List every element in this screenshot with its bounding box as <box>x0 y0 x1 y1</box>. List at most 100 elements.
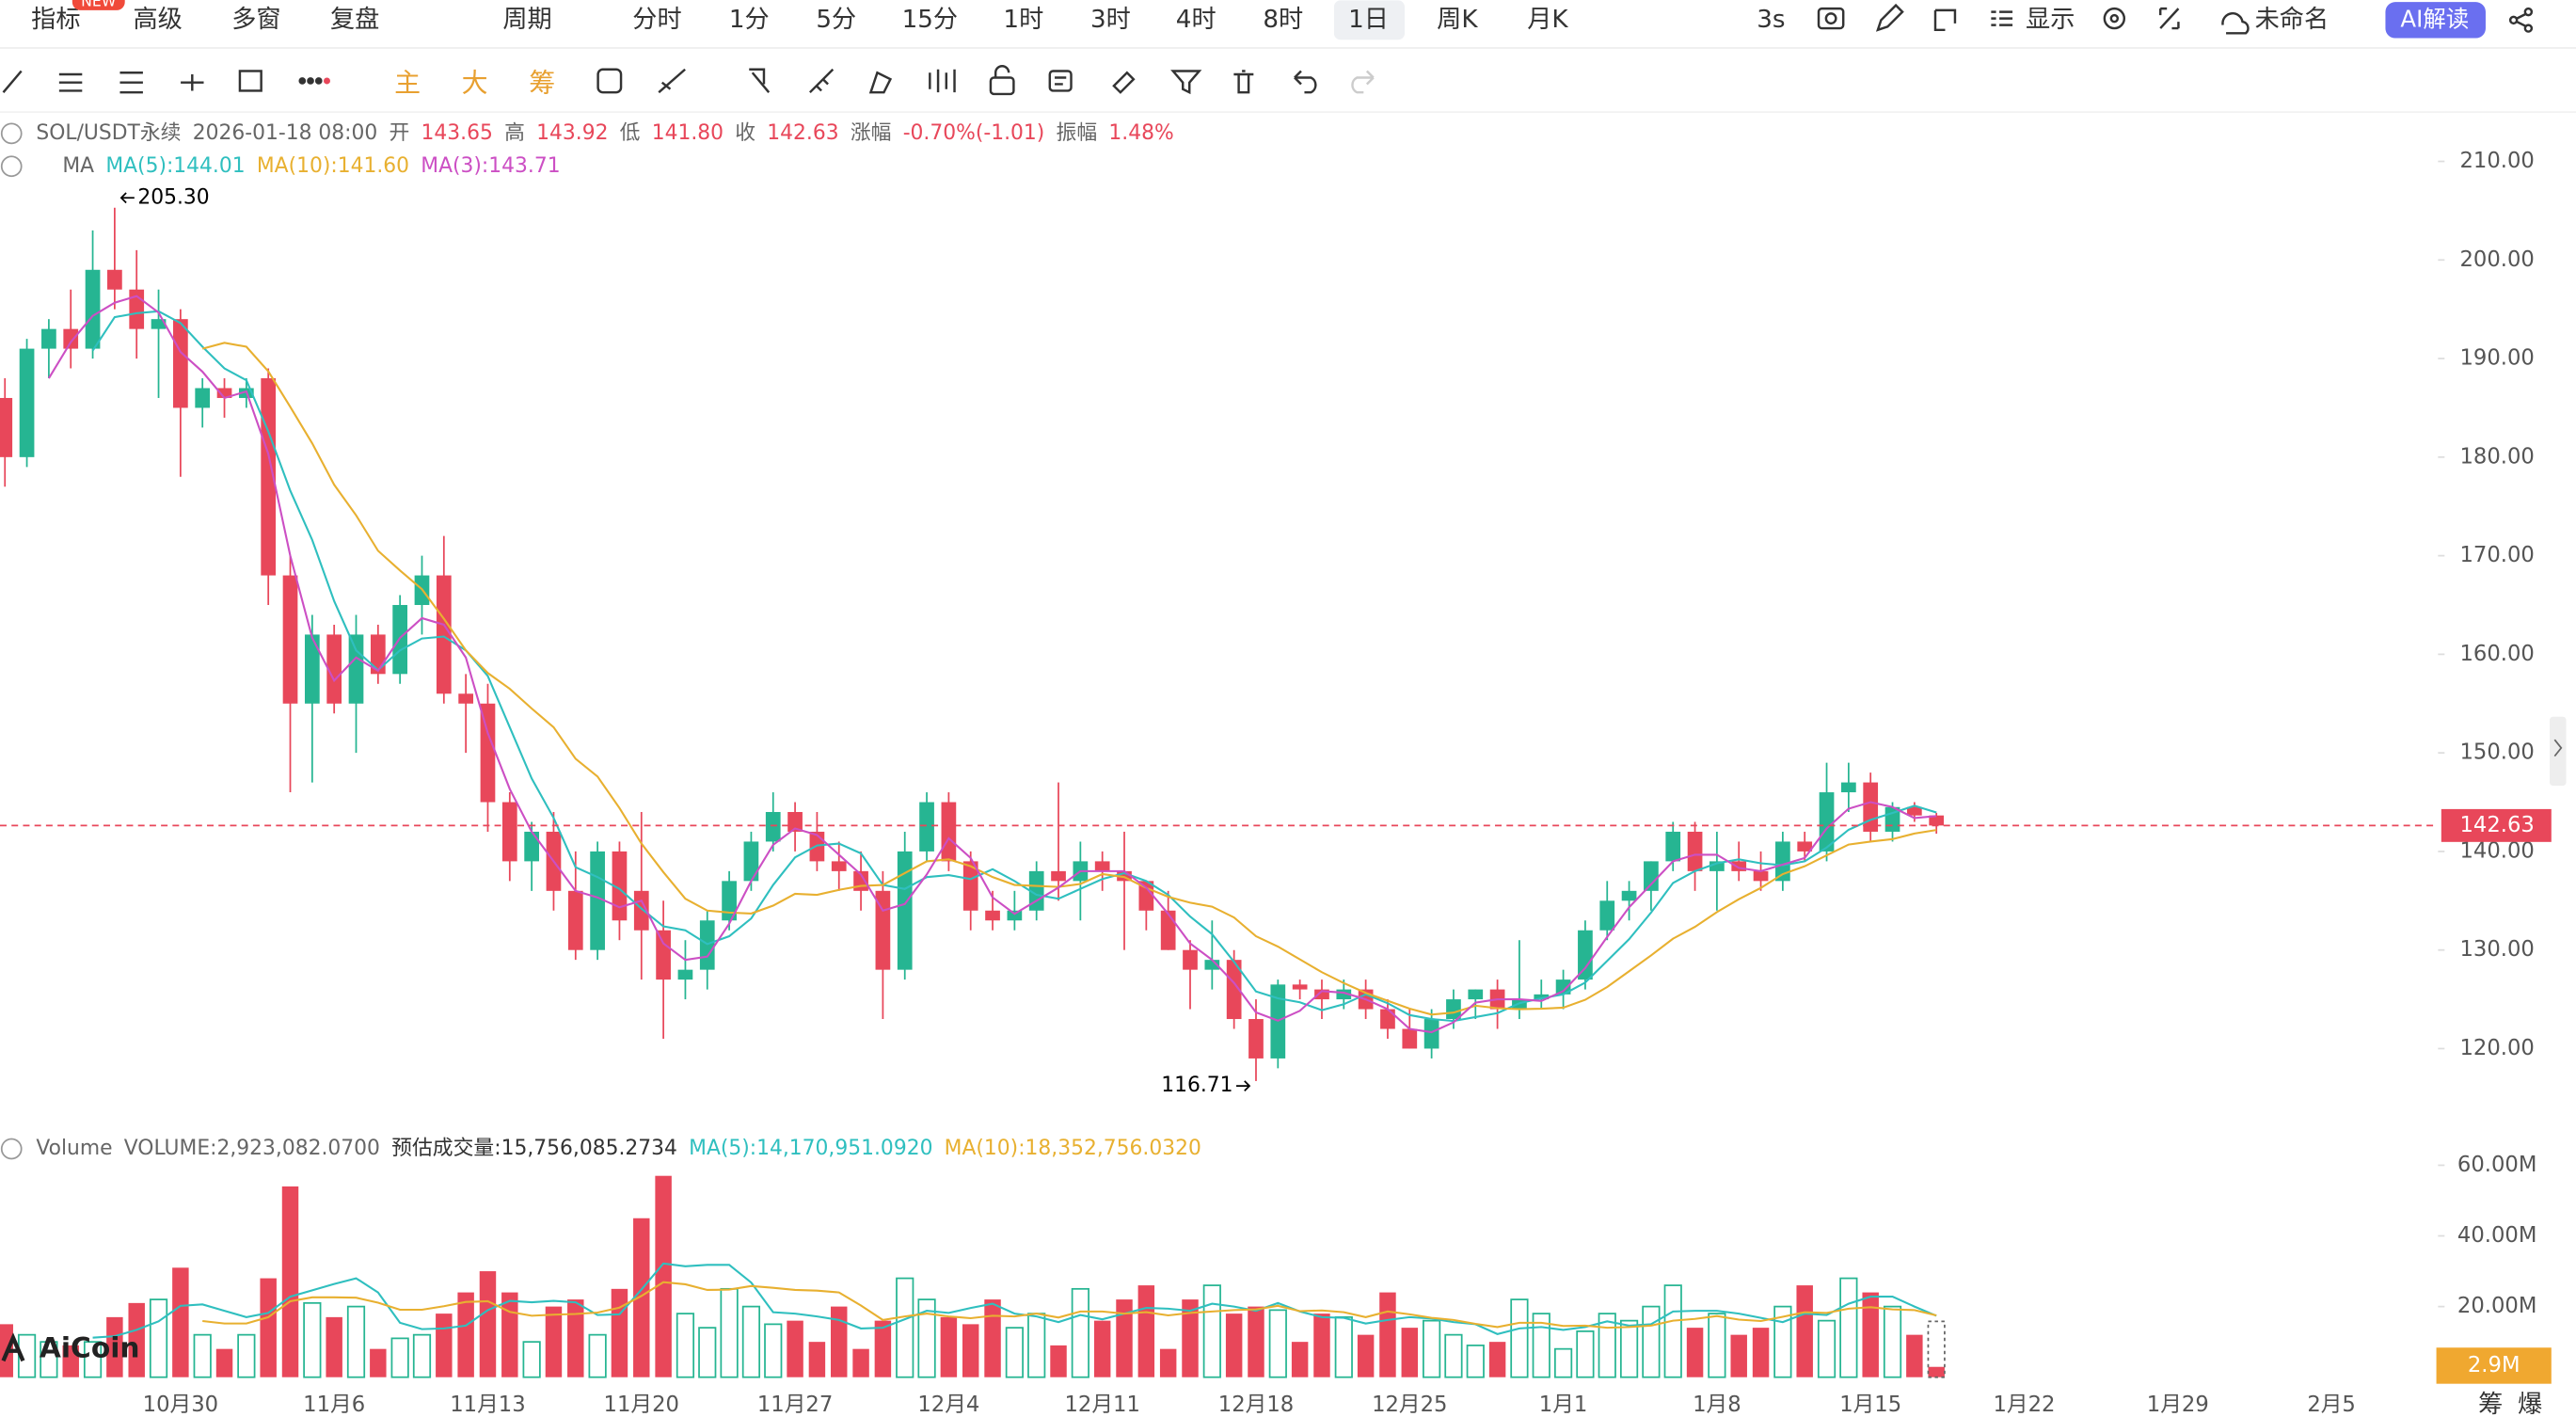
period-button[interactable]: 3时 <box>1090 6 1131 34</box>
menu-item[interactable]: 周期 <box>502 6 551 34</box>
x-tick-label: 11月6 <box>303 1393 365 1417</box>
volume-bar <box>940 1316 958 1377</box>
ai-button-label[interactable]: AI解读 <box>2400 5 2469 32</box>
info-text: 143.65 <box>421 121 493 145</box>
tool-button[interactable]: 主 <box>394 67 421 98</box>
volume-bar <box>1313 1314 1330 1377</box>
tool-button[interactable]: 筹 <box>529 67 555 98</box>
volume-bar <box>1444 1333 1463 1378</box>
badge: NEW <box>81 0 117 10</box>
volume-bar <box>172 1267 189 1377</box>
collapse-toggle[interactable] <box>0 1138 23 1160</box>
volume-bar <box>412 1333 432 1378</box>
y-tick-label: 190.00 <box>2459 346 2534 371</box>
candle-body <box>1314 989 1329 1000</box>
volume-bar <box>106 1316 123 1377</box>
period-button[interactable]: 月K <box>1527 6 1568 34</box>
tool-button[interactable]: 大 <box>462 67 488 98</box>
x-tick-label: 1月15 <box>1839 1393 1901 1417</box>
period-button[interactable]: 8时 <box>1263 6 1303 34</box>
last-price-box <box>2441 808 2552 842</box>
period-button[interactable]: 分时 <box>632 6 681 34</box>
y-tick-label: 160.00 <box>2459 642 2534 666</box>
candle-body <box>656 930 671 980</box>
candle-body <box>458 693 474 704</box>
watermark: AiCoin <box>40 1331 140 1364</box>
period-button[interactable]: 5分 <box>816 6 856 34</box>
period-button[interactable]: 4时 <box>1176 6 1216 34</box>
volume-bar <box>1510 1298 1529 1378</box>
volume-bar <box>1619 1319 1639 1378</box>
volume-bar <box>479 1271 497 1377</box>
collapse-toggle[interactable] <box>0 155 23 178</box>
period-button[interactable]: 1时 <box>1003 6 1043 34</box>
period-button[interactable]: 15分 <box>902 6 959 34</box>
volume-value-box <box>2436 1347 2552 1384</box>
candle-body <box>1094 861 1110 871</box>
candle-body <box>348 634 364 704</box>
candle-body <box>1555 979 1571 995</box>
info-text: 142.63 <box>767 121 838 145</box>
collapse-arrow <box>2553 739 2563 757</box>
volume-ma-line <box>92 1262 1937 1339</box>
min-label: 116.71 <box>1161 1074 1232 1097</box>
volume-bar <box>787 1320 803 1377</box>
candle-body <box>897 851 913 970</box>
menu-item[interactable]: 多窗 <box>231 6 280 34</box>
candle-body <box>1797 841 1813 852</box>
candle-body <box>501 802 517 862</box>
volume-bar <box>808 1342 826 1377</box>
candle-body <box>962 861 978 911</box>
volume-bar <box>698 1327 717 1378</box>
x-tick-label: 12月18 <box>1218 1393 1294 1417</box>
candle-body <box>1534 994 1550 1000</box>
volume-bar <box>1928 1366 1945 1377</box>
menu-item[interactable]: 指标 <box>31 6 80 34</box>
ai-button[interactable] <box>2385 2 2486 39</box>
volume-bar <box>390 1337 409 1378</box>
info-text: -0.70%(-1.01) <box>903 121 1045 145</box>
candle-body <box>765 812 781 842</box>
candle-body <box>985 910 1000 921</box>
volume-value-label: 2.9M <box>2468 1353 2520 1377</box>
candle-body <box>612 851 628 921</box>
menu-item[interactable]: 复盘 <box>330 6 379 34</box>
menu-item[interactable]: 高级 <box>133 6 182 34</box>
volume-bar <box>1817 1319 1837 1378</box>
volume-bar <box>1906 1334 1923 1377</box>
candle-body <box>524 831 539 862</box>
volume-bar <box>40 1341 58 1378</box>
candle-body <box>1468 989 1484 1000</box>
candle-body <box>1753 870 1769 882</box>
candle-body <box>1578 930 1593 980</box>
corner-button[interactable]: 筹 <box>2478 1391 2503 1417</box>
volume-bar <box>62 1345 79 1377</box>
candle-body <box>1007 910 1023 921</box>
candle-body <box>85 269 101 349</box>
volume-bar <box>1401 1328 1419 1377</box>
info-text: 1.48% <box>1108 121 1173 145</box>
volume-bar <box>1137 1285 1155 1377</box>
period-button[interactable]: 1分 <box>729 6 770 34</box>
x-tick-label: 1月1 <box>1539 1393 1588 1417</box>
volume-bar <box>83 1341 103 1378</box>
toolbar-button[interactable]: 未命名 <box>2255 6 2330 34</box>
volume-bar <box>962 1324 979 1377</box>
info-text: 收 <box>735 121 755 145</box>
y-tick-label: 170.00 <box>2459 543 2534 567</box>
toolbar-button[interactable]: 显示 <box>2026 6 2075 34</box>
x-tick-label: 1月8 <box>1693 1393 1741 1417</box>
volume-bar <box>676 1313 695 1378</box>
corner-button[interactable]: 爆 <box>2518 1391 2542 1417</box>
volume-bar <box>633 1218 650 1377</box>
collapse-toggle[interactable] <box>0 122 23 145</box>
volume-bar <box>611 1288 628 1377</box>
period-button[interactable]: 周K <box>1437 6 1478 34</box>
volume-bar <box>1708 1313 1726 1378</box>
y-tick-label: 150.00 <box>2459 740 2534 765</box>
info-text: 低 <box>620 121 641 145</box>
toolbar-button[interactable]: 3s <box>1757 6 1785 34</box>
period-button[interactable]: 1日 <box>1348 6 1389 34</box>
candle-body <box>567 890 583 950</box>
